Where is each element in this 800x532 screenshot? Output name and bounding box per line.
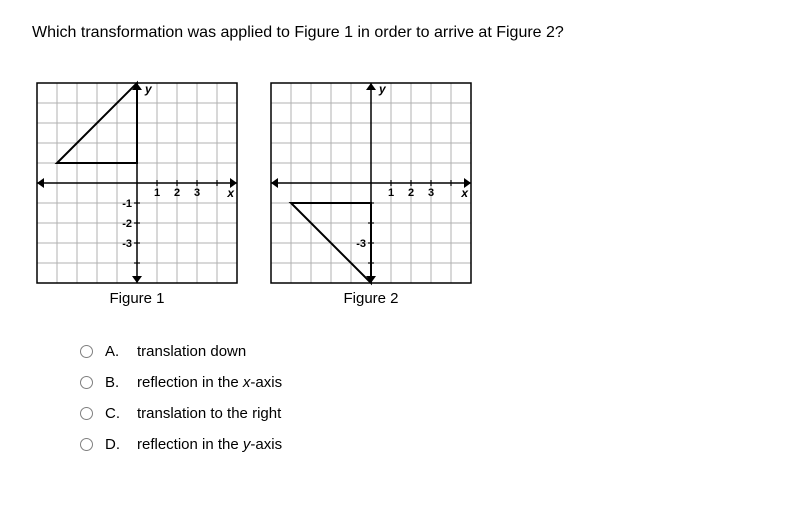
svg-text:2: 2 — [408, 187, 414, 199]
answer-text: reflection in the x-axis — [137, 374, 282, 391]
figure-2-label: Figure 2 — [343, 290, 398, 307]
svg-text:y: y — [144, 82, 153, 96]
answer-letter: B. — [105, 374, 125, 391]
radio-icon[interactable] — [80, 345, 93, 358]
answer-a[interactable]: A. translation down — [80, 343, 768, 360]
figure-1-label: Figure 1 — [109, 290, 164, 307]
figure-2-svg: 1 2 3 -3 y x — [266, 78, 476, 288]
answer-b[interactable]: B. reflection in the x-axis — [80, 374, 768, 391]
figure-1-svg: 1 2 3 -1 -2 -3 y x — [32, 78, 242, 288]
svg-text:1: 1 — [154, 187, 160, 199]
svg-text:x: x — [460, 186, 469, 200]
radio-icon[interactable] — [80, 407, 93, 420]
radio-icon[interactable] — [80, 438, 93, 451]
question-text: Which transformation was applied to Figu… — [32, 24, 768, 42]
answer-text: translation to the right — [137, 405, 281, 422]
svg-text:1: 1 — [388, 187, 394, 199]
svg-text:-3: -3 — [356, 238, 366, 250]
svg-text:x: x — [226, 186, 235, 200]
answer-letter: C. — [105, 405, 125, 422]
figure-2-block: 1 2 3 -3 y x Figure 2 — [266, 78, 476, 307]
svg-text:3: 3 — [428, 187, 434, 199]
answer-text: reflection in the y-axis — [137, 436, 282, 453]
answer-letter: A. — [105, 343, 125, 360]
figure-1-block: 1 2 3 -1 -2 -3 y x Figure 1 — [32, 78, 242, 307]
radio-icon[interactable] — [80, 376, 93, 389]
answer-d[interactable]: D. reflection in the y-axis — [80, 436, 768, 453]
answer-letter: D. — [105, 436, 125, 453]
svg-text:2: 2 — [174, 187, 180, 199]
svg-text:3: 3 — [194, 187, 200, 199]
answer-text: translation down — [137, 343, 246, 360]
svg-text:-2: -2 — [122, 218, 132, 230]
figures-row: 1 2 3 -1 -2 -3 y x Figure 1 1 2 3 -3 y x Figure 2 — [32, 78, 768, 307]
svg-text:-1: -1 — [122, 198, 132, 210]
svg-text:y: y — [378, 82, 387, 96]
answer-c[interactable]: C. translation to the right — [80, 405, 768, 422]
svg-text:-3: -3 — [122, 238, 132, 250]
answers-list: A. translation down B. reflection in the… — [80, 343, 768, 453]
